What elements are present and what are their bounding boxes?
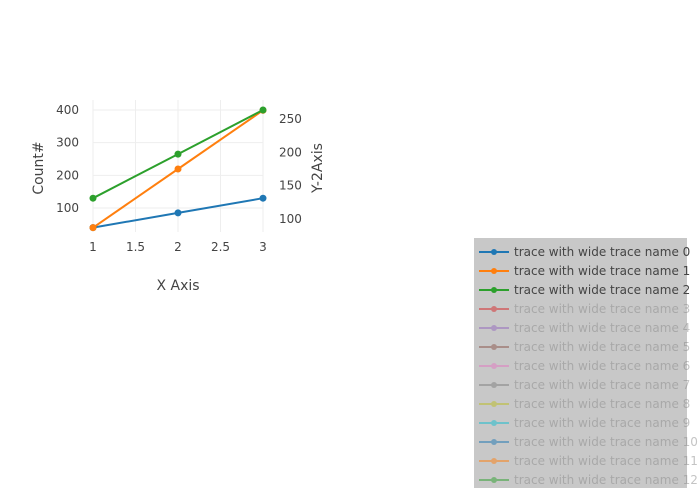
y2-axis-ticks: 100 150 200 250 — [279, 112, 302, 226]
data-point — [174, 150, 182, 158]
data-point — [89, 224, 97, 232]
legend-marker — [491, 363, 497, 369]
y-tick-label: 200 — [56, 168, 79, 182]
legend-label: trace with wide trace name 2 — [514, 283, 690, 297]
x-axis-ticks: 1 1.5 2 2.5 3 — [89, 240, 267, 254]
y2-tick-label: 150 — [279, 179, 302, 193]
x-tick-label: 1.5 — [126, 240, 145, 254]
legend-item[interactable]: trace with wide trace name 4 — [479, 321, 690, 335]
x-tick-label: 1 — [89, 240, 97, 254]
legend-label: trace with wide trace name 11 — [514, 454, 698, 468]
legend-item[interactable]: trace with wide trace name 12 — [479, 473, 698, 487]
x-axis-title: X Axis — [156, 278, 199, 294]
legend-label: trace with wide trace name 12 — [514, 473, 698, 487]
data-point — [89, 194, 97, 202]
legend-label: trace with wide trace name 6 — [514, 359, 690, 373]
legend-marker — [491, 458, 497, 464]
y2-tick-label: 250 — [279, 112, 302, 126]
x-tick-label: 2 — [174, 240, 182, 254]
legend-marker — [491, 344, 497, 350]
legend-label: trace with wide trace name 9 — [514, 416, 690, 430]
y2-tick-label: 200 — [279, 145, 302, 159]
legend-item[interactable]: trace with wide trace name 1 — [479, 264, 690, 278]
x-tick-label: 2.5 — [211, 240, 230, 254]
legend-item[interactable]: trace with wide trace name 2 — [479, 283, 690, 297]
y2-axis-title: Y-2Axis — [310, 143, 326, 194]
legend-label: trace with wide trace name 0 — [514, 245, 690, 259]
legend-item[interactable]: trace with wide trace name 3 — [479, 302, 690, 316]
data-point — [259, 194, 267, 202]
legend-item[interactable]: trace with wide trace name 6 — [479, 359, 690, 373]
legend-marker — [491, 439, 497, 445]
legend-item[interactable]: trace with wide trace name 5 — [479, 340, 690, 354]
legend-item[interactable]: trace with wide trace name 11 — [479, 454, 698, 468]
legend: trace with wide trace name 0 trace with w… — [474, 238, 698, 488]
legend-label: trace with wide trace name 5 — [514, 340, 690, 354]
legend-label: trace with wide trace name 7 — [514, 378, 690, 392]
legend-label: trace with wide trace name 10 — [514, 435, 698, 449]
legend-marker — [491, 249, 497, 255]
data-point — [174, 209, 182, 217]
legend-marker — [491, 382, 497, 388]
legend-item[interactable]: trace with wide trace name 10 — [479, 435, 698, 449]
legend-label: trace with wide trace name 3 — [514, 302, 690, 316]
y-axis-title: Count# — [31, 141, 47, 194]
legend-marker — [491, 401, 497, 407]
legend-marker — [491, 306, 497, 312]
x-tick-label: 3 — [259, 240, 267, 254]
legend-marker — [491, 287, 497, 293]
y2-tick-label: 100 — [279, 212, 302, 226]
y-tick-label: 400 — [56, 103, 79, 117]
legend-background — [474, 238, 687, 488]
legend-marker — [491, 268, 497, 274]
legend-marker — [491, 420, 497, 426]
y-tick-label: 300 — [56, 136, 79, 150]
legend-item[interactable]: trace with wide trace name 9 — [479, 416, 690, 430]
y-axis-ticks: 100 200 300 400 — [56, 103, 79, 215]
legend-item[interactable]: trace with wide trace name 8 — [479, 397, 690, 411]
legend-label: trace with wide trace name 4 — [514, 321, 690, 335]
legend-item[interactable]: trace with wide trace name 7 — [479, 378, 690, 392]
legend-marker — [491, 325, 497, 331]
data-point — [259, 106, 267, 114]
data-point — [174, 165, 182, 173]
traces — [89, 106, 267, 232]
legend-item[interactable]: trace with wide trace name 0 — [479, 245, 690, 259]
legend-label: trace with wide trace name 1 — [514, 264, 690, 278]
legend-marker — [491, 477, 497, 483]
y-tick-label: 100 — [56, 201, 79, 215]
legend-label: trace with wide trace name 8 — [514, 397, 690, 411]
